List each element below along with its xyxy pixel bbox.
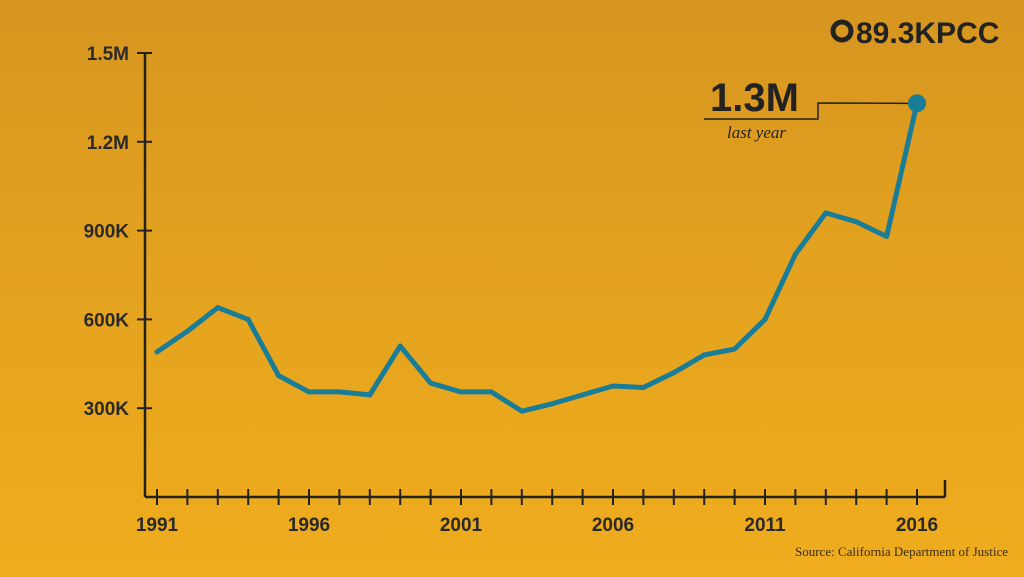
data-point <box>428 380 434 386</box>
data-point <box>610 383 616 389</box>
data-point <box>488 389 494 395</box>
data-point <box>367 392 373 398</box>
y-tick-label: 1.2M <box>87 133 129 154</box>
last-data-point <box>908 94 926 113</box>
kpcc-logo: 89.3KPCC <box>830 17 999 50</box>
x-tick-label: 2011 <box>744 515 786 536</box>
data-point <box>823 210 829 216</box>
x-tick-label: 2016 <box>896 515 938 536</box>
data-point <box>245 316 251 322</box>
y-tick-label: 1.5M <box>87 44 129 65</box>
data-point <box>853 219 859 225</box>
source-note: Source: California Department of Justice <box>795 544 1008 559</box>
data-point <box>215 305 221 311</box>
data-point <box>154 349 160 355</box>
data-point <box>732 346 738 352</box>
x-tick-label: 2001 <box>440 515 483 536</box>
data-point <box>671 370 677 376</box>
callout: 1.3M last year <box>704 76 909 142</box>
data-point <box>184 328 190 334</box>
logo-ring-icon <box>830 19 854 43</box>
y-tick-label: 300K <box>84 399 130 420</box>
y-ticks: 300K 600K 900K 1.2M 1.5M <box>84 44 152 420</box>
data-point <box>519 408 525 414</box>
data-point <box>336 389 342 395</box>
data-point <box>397 343 403 349</box>
data-point <box>549 401 555 407</box>
x-tick-label: 2006 <box>592 515 634 536</box>
data-point <box>884 234 890 240</box>
data-point <box>762 316 768 322</box>
data-point <box>701 352 707 358</box>
data-point <box>306 389 312 395</box>
data-points <box>154 94 926 414</box>
x-tick-label: 1996 <box>288 515 330 536</box>
data-point <box>276 373 282 379</box>
callout-leader-line <box>812 102 909 120</box>
data-point <box>458 389 464 395</box>
x-ticks: 1991 1996 2001 2006 2011 2016 <box>136 489 938 536</box>
data-point <box>580 392 586 398</box>
x-tick-label: 1991 <box>136 515 179 536</box>
data-point <box>640 384 646 390</box>
y-tick-label: 600K <box>84 310 130 331</box>
logo-text: 89.3KPCC <box>856 17 999 50</box>
callout-label: last year <box>727 123 786 142</box>
callout-value: 1.3M <box>710 76 799 120</box>
data-point <box>792 251 798 257</box>
series-line <box>154 100 920 414</box>
y-tick-label: 900K <box>84 222 130 243</box>
